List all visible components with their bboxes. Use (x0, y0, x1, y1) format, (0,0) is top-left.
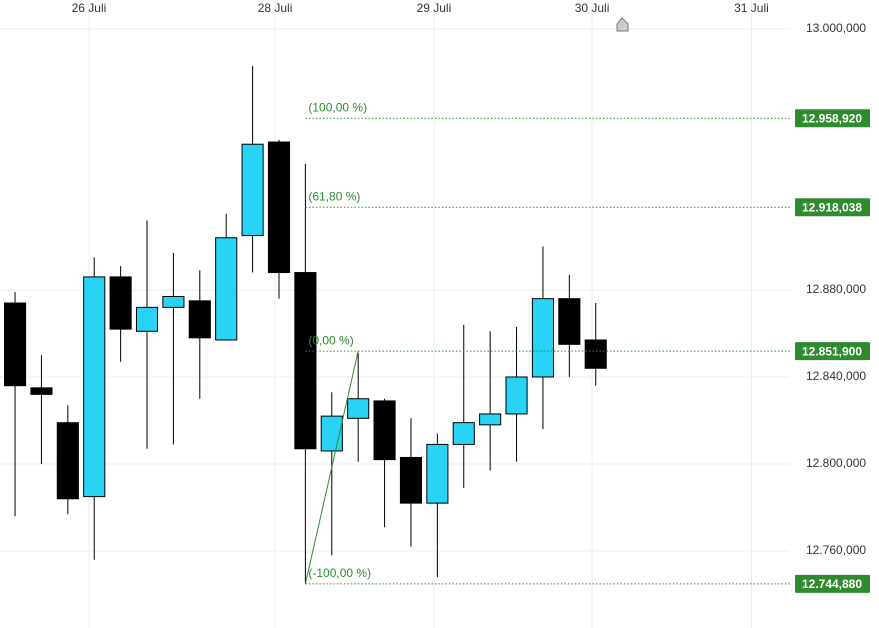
candle-body (3, 302, 27, 387)
candle-body (294, 272, 317, 450)
candle-body (584, 339, 607, 369)
price-label: 12.744,880 (802, 577, 862, 591)
x-tick-label: 30 Juli (575, 1, 610, 15)
fib-trend-line (304, 350, 359, 584)
price-label: 12.918,038 (802, 200, 862, 214)
price-label-box (795, 198, 870, 217)
candle-body (479, 413, 502, 426)
candle-body (347, 398, 370, 419)
candle-body (188, 300, 211, 339)
candle-body (56, 422, 79, 500)
x-tick-label: 31 Juli (734, 1, 769, 15)
candle-body (241, 143, 264, 237)
price-label-box (795, 109, 870, 128)
candle-body (30, 387, 53, 395)
y-tick-label: 13.000,000 (806, 21, 866, 35)
candle-body (399, 456, 423, 504)
fib-level-label: (-100,00 %) (308, 566, 371, 580)
candle-body (215, 237, 238, 341)
candle-body (83, 276, 106, 498)
y-tick-label: 12.880,000 (806, 282, 866, 296)
candle-body (426, 443, 449, 504)
fib-level-label: (0,00 %) (308, 333, 353, 347)
candle-body (558, 298, 581, 345)
y-tick-label: 12.840,000 (806, 369, 866, 383)
candle-body (505, 376, 528, 415)
candle-body (452, 422, 475, 445)
candle-body (373, 400, 396, 461)
price-label: 12.851,900 (802, 344, 862, 358)
candle-body (109, 276, 132, 330)
candle-body (135, 306, 159, 332)
fib-level-label: (61,80 %) (308, 189, 360, 203)
candle-body (267, 141, 291, 274)
price-label-box (795, 574, 870, 593)
price-label-box (795, 342, 870, 361)
home-icon[interactable] (616, 17, 629, 32)
price-label: 12.958,920 (802, 111, 862, 125)
x-tick-label: 26 Juli (72, 1, 107, 15)
x-tick-label: 28 Juli (258, 1, 293, 15)
candle-body (531, 298, 555, 378)
y-tick-label: 12.800,000 (806, 456, 866, 470)
y-tick-label: 12.760,000 (806, 543, 866, 557)
fib-level-label: (100,00 %) (308, 100, 367, 114)
x-tick-label: 29 Juli (417, 1, 452, 15)
candle-body (162, 295, 185, 308)
